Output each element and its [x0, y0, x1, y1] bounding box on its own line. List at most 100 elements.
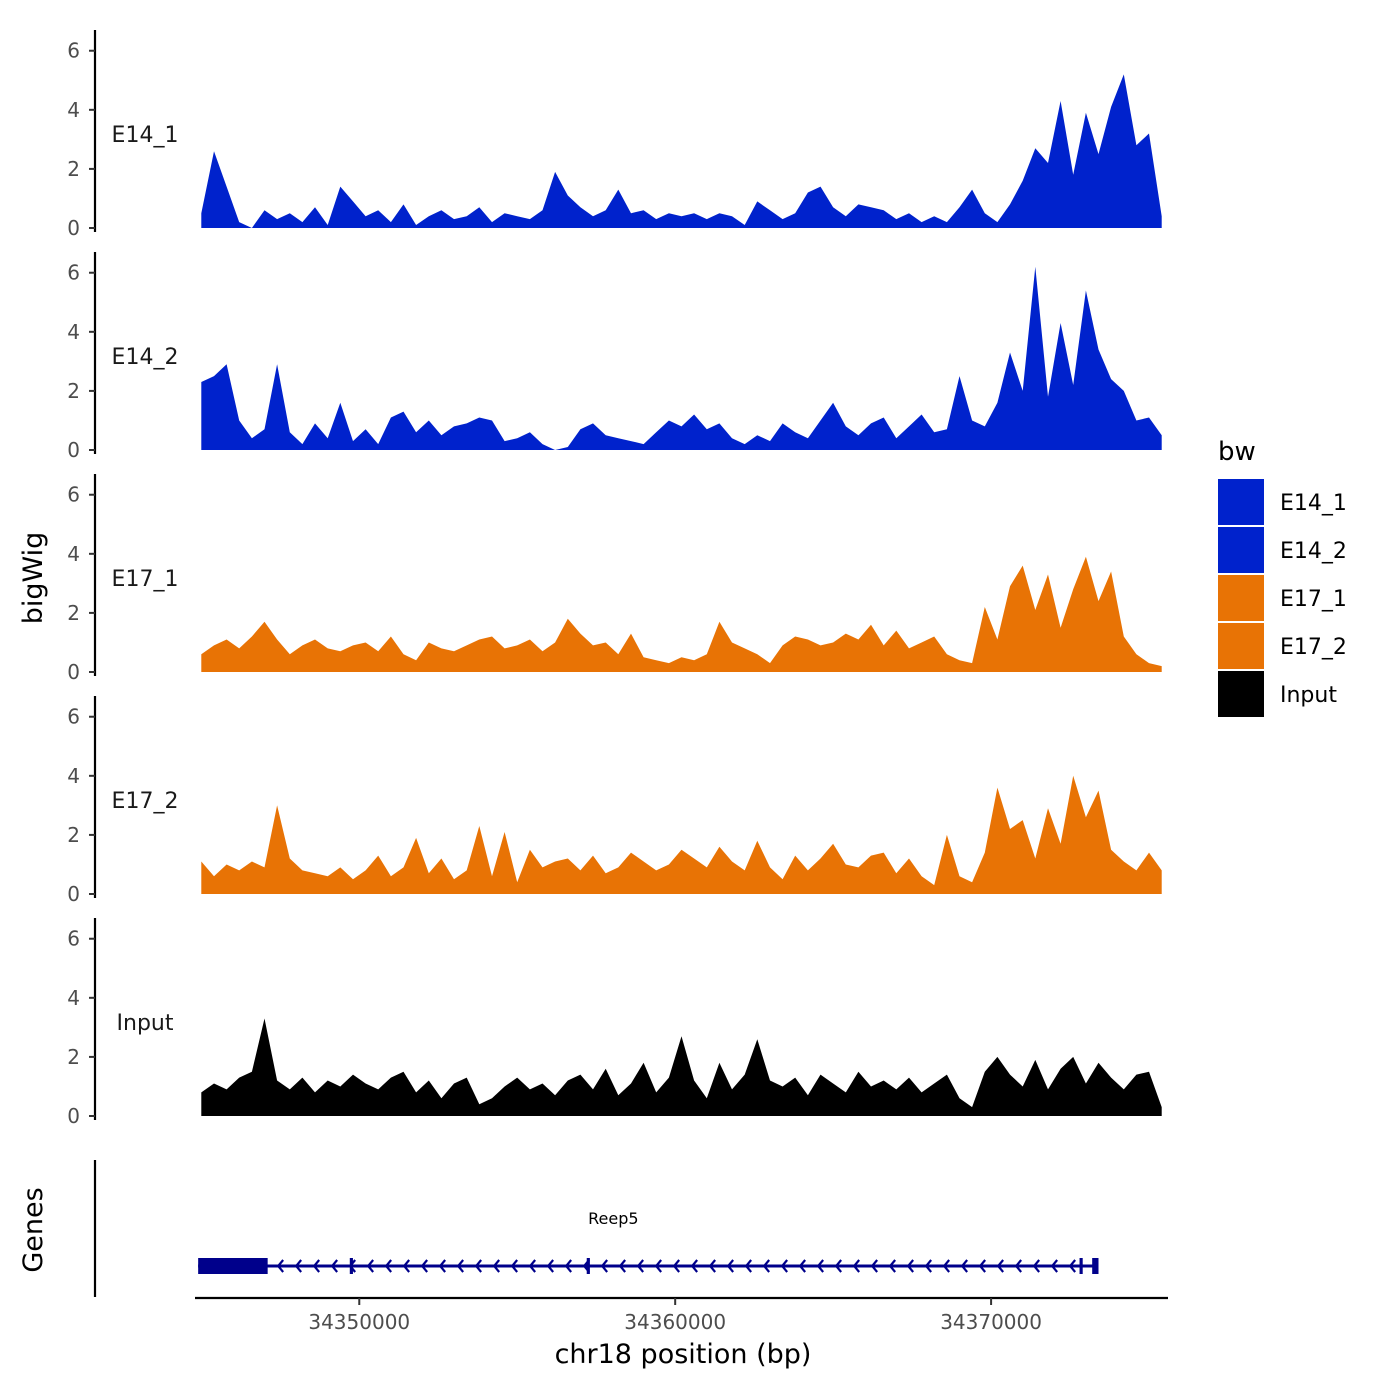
legend-label-E14_1: E14_1: [1280, 491, 1347, 516]
y-tick-label: 0: [67, 660, 80, 684]
track-E17_1: 0 2 4 6 E17_1: [67, 474, 1162, 684]
gene-track-panel: Reep5: [93, 1160, 1099, 1297]
strand-arrow: [330, 1259, 339, 1273]
track-E14_2: 0 2 4 6 E14_2: [67, 252, 1162, 462]
y-tick-label: 6: [67, 927, 80, 951]
strand-arrow: [438, 1259, 447, 1273]
gene-name-label: Reep5: [588, 1209, 638, 1228]
gene-exon: [1079, 1258, 1083, 1274]
strand-arrow: [294, 1259, 303, 1273]
gene-exon: [1092, 1258, 1099, 1274]
genes-track-title: Genes: [18, 1187, 49, 1272]
legend-key-E17_2: [1218, 623, 1264, 669]
y-tick-label: 6: [67, 261, 80, 285]
strand-arrow: [834, 1259, 843, 1273]
x-axis: 34350000 34360000 34370000: [195, 1296, 1168, 1334]
strand-arrow: [762, 1259, 771, 1273]
strand-arrow: [654, 1259, 663, 1273]
track-label: E14_2: [112, 345, 179, 370]
track-Input: 0 2 4 6 Input: [67, 918, 1162, 1128]
x-tick-label: 34350000: [308, 1310, 410, 1334]
y-axis-title: bigWig: [18, 532, 49, 625]
coverage-area-E17_1: [201, 556, 1162, 672]
strand-arrow: [1068, 1259, 1077, 1273]
track-E14_1: 0 2 4 6 E14_1: [67, 30, 1162, 240]
strand-arrow: [546, 1259, 555, 1273]
legend-title: bw: [1218, 437, 1256, 467]
strand-arrow: [1050, 1259, 1059, 1273]
strand-arrow: [600, 1259, 609, 1273]
y-tick-label: 2: [67, 601, 80, 625]
y-tick-label: 6: [67, 39, 80, 63]
strand-arrow: [672, 1259, 681, 1273]
y-tick-label: 4: [67, 320, 80, 344]
strand-arrow: [1032, 1259, 1041, 1273]
strand-arrow: [780, 1259, 789, 1273]
y-tick-label: 4: [67, 98, 80, 122]
strand-arrow: [906, 1259, 915, 1273]
x-tick-label: 34370000: [940, 1310, 1042, 1334]
legend-key-Input: [1218, 671, 1264, 717]
x-axis-title: chr18 position (bp): [555, 1339, 812, 1370]
strand-arrow: [366, 1259, 375, 1273]
strand-arrow: [618, 1259, 627, 1273]
legend-label-E17_2: E17_2: [1280, 635, 1347, 660]
y-tick-label: 2: [67, 157, 80, 181]
legend-key-E14_2: [1218, 527, 1264, 573]
strand-arrow: [510, 1259, 519, 1273]
y-tick-label: 2: [67, 379, 80, 403]
y-tick-label: 0: [67, 438, 80, 462]
track-label: E14_1: [112, 123, 179, 148]
legend: bw E14_1 E14_2 E17_1 E17_2 Input: [1218, 437, 1347, 717]
track-label: E17_2: [112, 789, 179, 814]
strand-arrow: [996, 1259, 1005, 1273]
coverage-area-Input: [201, 1018, 1162, 1116]
y-tick-label: 6: [67, 705, 80, 729]
y-tick-label: 4: [67, 764, 80, 788]
coverage-tracks: 0 2 4 6 E14_1 0 2 4 6 E14_2 0 2 4 6 E17_1 0 2 4 6 E17_2 0 2 4 6…: [67, 30, 1162, 1128]
strand-arrow: [402, 1259, 411, 1273]
strand-arrow: [690, 1259, 699, 1273]
coverage-area-E17_2: [201, 775, 1162, 894]
coverage-area-E14_2: [201, 266, 1162, 450]
strand-arrow: [276, 1259, 285, 1273]
strand-arrow: [960, 1259, 969, 1273]
strand-arrow: [636, 1259, 645, 1273]
x-tick-label: 34360000: [624, 1310, 726, 1334]
track-label: E17_1: [112, 567, 179, 592]
strand-arrow: [564, 1259, 573, 1273]
y-tick-label: 4: [67, 542, 80, 566]
track-E17_2: 0 2 4 6 E17_2: [67, 696, 1162, 906]
strand-arrow: [744, 1259, 753, 1273]
strand-arrow: [816, 1259, 825, 1273]
strand-arrow: [384, 1259, 393, 1273]
strand-arrow: [492, 1259, 501, 1273]
legend-label-Input: Input: [1280, 683, 1337, 708]
y-tick-label: 0: [67, 1104, 80, 1128]
gene-exon: [198, 1258, 268, 1274]
strand-arrow: [798, 1259, 807, 1273]
y-tick-label: 0: [67, 882, 80, 906]
strand-arrow: [852, 1259, 861, 1273]
strand-arrow: [528, 1259, 537, 1273]
strand-arrow: [312, 1259, 321, 1273]
strand-arrow: [708, 1259, 717, 1273]
gene-exon: [349, 1258, 353, 1274]
strand-arrow: [924, 1259, 933, 1273]
strand-arrow: [474, 1259, 483, 1273]
legend-key-E14_1: [1218, 479, 1264, 525]
strand-arrow: [888, 1259, 897, 1273]
y-tick-label: 6: [67, 483, 80, 507]
strand-arrow: [456, 1259, 465, 1273]
y-tick-label: 4: [67, 986, 80, 1010]
y-tick-label: 2: [67, 1045, 80, 1069]
legend-label-E14_2: E14_2: [1280, 539, 1347, 564]
coverage-area-E14_1: [201, 74, 1162, 229]
strand-arrow: [870, 1259, 879, 1273]
strand-arrow: [726, 1259, 735, 1273]
legend-label-E17_1: E17_1: [1280, 587, 1347, 612]
y-tick-label: 2: [67, 823, 80, 847]
y-tick-label: 0: [67, 216, 80, 240]
track-label: Input: [117, 1011, 174, 1036]
strand-arrow: [978, 1259, 987, 1273]
